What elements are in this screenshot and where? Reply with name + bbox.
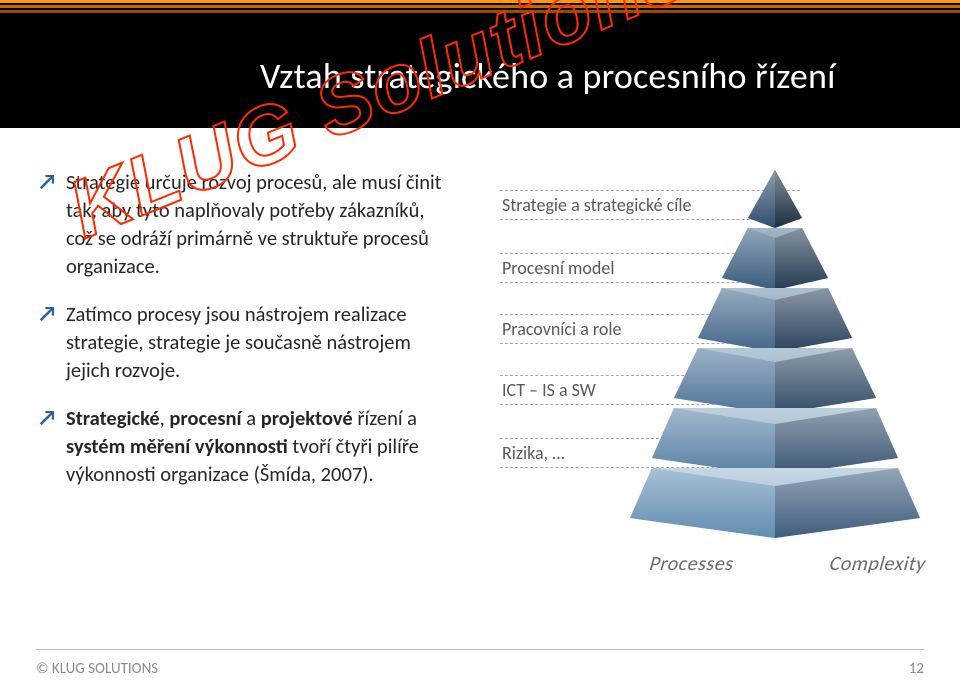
bullet-item: ↗ Zatímco procesy jsou nástrojem realiza… [38,300,446,384]
bullet-item: ↗ Strategie určuje rozvoj procesů, ale m… [38,168,446,280]
slide-header: Vztah strategického a procesního řízení [0,0,960,128]
pyramid-bottom-label-left: Processes [647,552,737,576]
bullet-item: ↗ Strategické, procesní a projektové říz… [38,404,446,488]
footer-page-number: 12 [909,660,924,678]
bullet-text: Zatímco procesy jsou nástrojem realizace… [66,300,446,384]
bullet-arrow-icon: ↗ [38,404,66,488]
pyramid-tier [748,170,802,228]
pyramid-tier [652,408,898,476]
footer-rule [36,649,924,650]
header-stripe-3 [0,10,960,13]
pyramid-svg [630,170,920,540]
pyramid-bottom-label-right: Complexity [827,552,929,576]
footer-copyright: © KLUG SOLUTIONS [36,660,158,678]
header-stripe-2 [0,5,960,8]
header-stripe-1 [0,0,960,3]
pyramid-tier [698,288,852,352]
pyramid-tier [722,228,828,290]
pyramid-diagram: Strategie a strategické cíle Procesní mo… [500,160,930,590]
bullet-text: Strategické, procesní a projektové řízen… [66,404,446,488]
pyramid-tier [630,468,920,538]
bullet-list: ↗ Strategie určuje rozvoj procesů, ale m… [38,168,446,508]
bullet-arrow-icon: ↗ [38,168,66,280]
pyramid-tier [674,348,876,414]
bullet-arrow-icon: ↗ [38,300,66,384]
slide-title: Vztah strategického a procesního řízení [260,54,836,98]
bullet-text: Strategie určuje rozvoj procesů, ale mus… [66,168,446,280]
